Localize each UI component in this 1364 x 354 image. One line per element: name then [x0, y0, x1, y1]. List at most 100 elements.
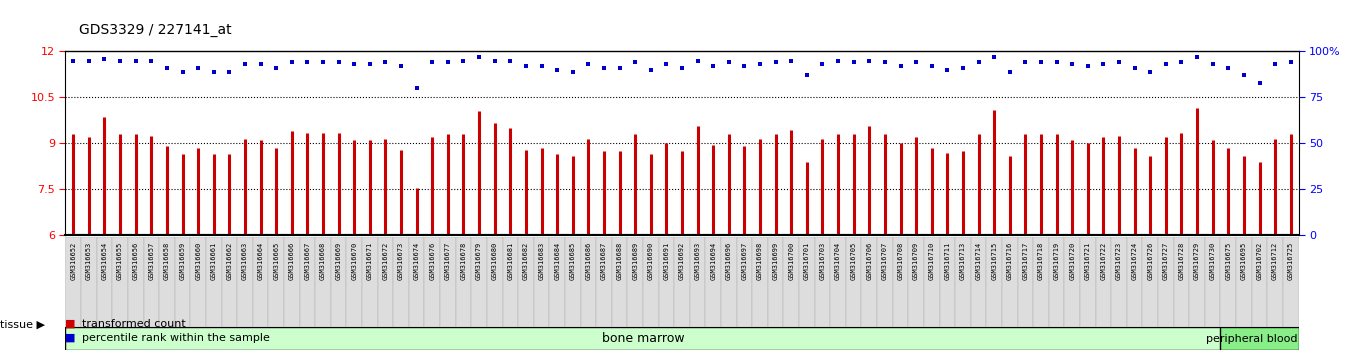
Text: ■: ■ [65, 333, 76, 343]
Bar [986, 237, 1003, 327]
Text: GSM316688: GSM316688 [617, 242, 622, 280]
Bar [1064, 237, 1080, 327]
Bar [908, 237, 923, 327]
Bar [221, 237, 237, 327]
Text: GSM316660: GSM316660 [195, 242, 201, 280]
Text: GSM316679: GSM316679 [476, 242, 481, 280]
Text: GSM316721: GSM316721 [1084, 242, 1091, 280]
Text: GSM316710: GSM316710 [929, 242, 934, 280]
Bar [877, 237, 892, 327]
Text: GSM316705: GSM316705 [851, 242, 857, 280]
Text: GSM316730: GSM316730 [1210, 242, 1215, 280]
Text: tissue ▶: tissue ▶ [0, 320, 45, 330]
Text: GDS3329 / 227141_at: GDS3329 / 227141_at [79, 23, 232, 37]
Text: GSM316724: GSM316724 [1132, 242, 1138, 280]
Text: GSM316652: GSM316652 [71, 242, 76, 280]
Text: GSM316708: GSM316708 [898, 242, 903, 280]
Bar [862, 237, 877, 327]
Text: GSM316699: GSM316699 [772, 242, 779, 280]
Text: GSM316653: GSM316653 [86, 242, 91, 280]
Bar [752, 237, 768, 327]
Bar [456, 237, 472, 327]
Text: GSM316669: GSM316669 [336, 242, 341, 280]
Text: GSM316656: GSM316656 [132, 242, 139, 280]
Text: percentile rank within the sample: percentile rank within the sample [82, 333, 270, 343]
Text: GSM316678: GSM316678 [461, 242, 466, 280]
Bar [1284, 237, 1299, 327]
Bar [424, 237, 441, 327]
Bar [1173, 237, 1189, 327]
Bar [627, 237, 642, 327]
Text: GSM316691: GSM316691 [663, 242, 670, 280]
Text: GSM316654: GSM316654 [101, 242, 108, 280]
Bar [143, 237, 160, 327]
Text: GSM316706: GSM316706 [866, 242, 873, 280]
Bar [487, 237, 502, 327]
Text: GSM316662: GSM316662 [226, 242, 232, 280]
Text: GSM316672: GSM316672 [382, 242, 389, 280]
Bar [315, 237, 331, 327]
Text: GSM316694: GSM316694 [711, 242, 716, 280]
Text: GSM316692: GSM316692 [679, 242, 685, 280]
Bar [502, 237, 518, 327]
Text: GSM316720: GSM316720 [1069, 242, 1075, 280]
Text: ■: ■ [65, 319, 76, 329]
Bar [206, 237, 221, 327]
Text: GSM316697: GSM316697 [742, 242, 747, 280]
Text: GSM316683: GSM316683 [539, 242, 544, 280]
Bar [690, 237, 705, 327]
Bar [783, 237, 799, 327]
Bar [1112, 237, 1127, 327]
Text: GSM316689: GSM316689 [632, 242, 638, 280]
Text: GSM316723: GSM316723 [1116, 242, 1123, 280]
Text: GSM316655: GSM316655 [117, 242, 123, 280]
Bar [923, 237, 940, 327]
Text: GSM316696: GSM316696 [726, 242, 732, 280]
Bar [1127, 237, 1143, 327]
Bar [378, 237, 393, 327]
Text: GSM316716: GSM316716 [1007, 242, 1013, 280]
Bar [361, 237, 378, 327]
Text: GSM316666: GSM316666 [289, 242, 295, 280]
Text: GSM316657: GSM316657 [149, 242, 154, 280]
Bar [1221, 327, 1299, 350]
Bar [80, 237, 97, 327]
Bar [160, 237, 175, 327]
Bar [1204, 237, 1221, 327]
Text: GSM316717: GSM316717 [1023, 242, 1028, 280]
Text: GSM316665: GSM316665 [273, 242, 280, 280]
Text: GSM316712: GSM316712 [1273, 242, 1278, 280]
Bar [1158, 237, 1173, 327]
Text: GSM316725: GSM316725 [1288, 242, 1293, 280]
Text: GSM316658: GSM316658 [164, 242, 170, 280]
Bar [112, 237, 128, 327]
Text: GSM316695: GSM316695 [1241, 242, 1247, 280]
Text: GSM316727: GSM316727 [1163, 242, 1169, 280]
Bar [237, 237, 252, 327]
Text: GSM316676: GSM316676 [430, 242, 435, 280]
Bar [722, 237, 737, 327]
Bar [831, 237, 846, 327]
Text: GSM316711: GSM316711 [944, 242, 951, 280]
Bar [97, 237, 112, 327]
Text: GSM316680: GSM316680 [491, 242, 498, 280]
Bar [175, 237, 191, 327]
Text: GSM316728: GSM316728 [1178, 242, 1184, 280]
Text: GSM316684: GSM316684 [554, 242, 561, 280]
Text: GSM316670: GSM316670 [351, 242, 357, 280]
Bar [565, 237, 581, 327]
Bar [1018, 237, 1033, 327]
Text: GSM316715: GSM316715 [992, 242, 997, 280]
Bar [65, 237, 80, 327]
Bar [284, 237, 300, 327]
Text: GSM316698: GSM316698 [757, 242, 762, 280]
Text: GSM316690: GSM316690 [648, 242, 653, 280]
Bar [799, 237, 814, 327]
Bar [1003, 237, 1018, 327]
Bar [128, 237, 143, 327]
Text: GSM316693: GSM316693 [694, 242, 701, 280]
Text: GSM316704: GSM316704 [835, 242, 842, 280]
Bar [252, 237, 269, 327]
Text: GSM316681: GSM316681 [507, 242, 513, 280]
Bar [269, 237, 284, 327]
